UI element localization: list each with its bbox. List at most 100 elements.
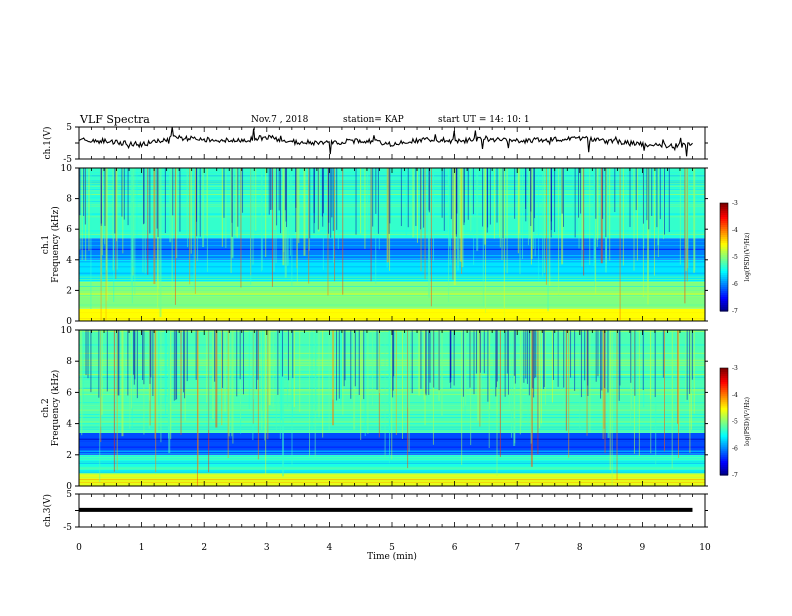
spectrogram-dropout [280,168,282,234]
spectrogram-burst [287,168,289,267]
colorbar-segment [720,269,728,272]
x-axis-label: Time (min) [367,551,417,562]
spectrogram-streak [79,200,705,202]
spectrogram-burst [235,168,237,237]
spectrogram-burst [391,330,393,460]
spectrogram-dropout [502,168,504,239]
spectrogram-burst [530,330,532,444]
spectrogram-burst [327,168,329,296]
colorbar-segment [720,397,728,401]
colorbar-segment [720,409,728,413]
spectrogram-burst [693,168,696,273]
spectrogram-dropout [236,330,238,397]
colorbar-segment [720,423,728,427]
spectrogram-dropout [476,330,478,374]
spectrogram-streak [79,282,705,283]
spectrogram-burst [322,330,324,438]
spectrogram-dropout [469,330,471,388]
spectrogram-dropout [580,168,582,214]
colorbar-segment [720,299,728,302]
spectrogram-streak [79,236,705,238]
spectrogram-streak [79,257,705,259]
spectrogram-burst [255,168,257,231]
colorbar-segment [720,457,728,460]
spectrogram-burst [273,168,275,272]
spectrogram-dropout [392,330,394,391]
spectrogram-burst [206,330,208,403]
y-axis-label: ch.1(V) [42,127,53,160]
spectrogram-burst [157,168,159,309]
spectrogram-dropout [453,330,455,386]
spectrogram-burst [586,330,588,436]
colorbar-segment [720,309,728,312]
spectrogram-burst [164,330,166,403]
colorbar-segment [720,447,728,450]
colorbar-segment [720,243,728,246]
spectrogram-burst [113,168,115,302]
colorbar-segment [720,265,728,268]
spectrogram-burst [130,168,133,287]
spectrogram-dropout [533,168,535,219]
colorbar-segment [720,411,728,415]
spectrogram-dropout [618,330,620,401]
spectrogram-dropout [411,330,413,394]
spectrogram-dropout [455,168,457,235]
spectrogram-burst [440,330,443,416]
colorbar-segment [720,289,728,292]
spectrogram-burst [342,168,344,295]
spectrogram-dropout [482,168,484,227]
spectrogram-burst [101,168,103,256]
spectrogram-streak [79,279,705,280]
spectrogram-burst [101,330,103,397]
spectrogram-burst [473,168,475,265]
colorbar-segment [720,419,728,423]
spectrogram-burst [622,168,624,266]
y-tick-label: 2 [66,286,72,296]
colorbar-segment [720,223,728,226]
spectrogram-band [79,259,705,282]
spectrogram-dropout [533,330,535,398]
spectrogram-burst [378,330,380,394]
spectrogram-dropout [456,168,458,214]
spectrogram-dropout [157,168,159,238]
spectrogram-burst [308,168,310,251]
spectrogram-dropout [578,168,580,218]
colorbar-segment [720,257,728,260]
spectrogram-burst [493,168,495,239]
spectrogram-streak [79,213,705,215]
spectrogram-burst [159,168,162,318]
spectrogram-burst [105,168,107,320]
spectrogram-dropout [149,330,151,384]
spectrogram-burst [160,330,162,443]
spectrogram-burst [289,168,291,256]
spectrogram-burst [551,330,553,403]
spectrogram-dropout [483,330,485,374]
spectrogram-dropout [506,330,508,374]
colorbar-segment [720,253,728,256]
spectrogram-streak [79,182,705,184]
spectrogram-burst [253,330,255,400]
spectrogram-dropout [331,168,333,218]
colorbar-segment [720,245,728,248]
spectrogram-streak [79,291,705,293]
spectrogram-dropout [646,168,648,221]
colorbar-label: log(PSD)(V²/Hz) [744,233,751,282]
spectrogram-burst [248,330,250,409]
spectrogram-burst [607,330,610,439]
spectrogram-dropout [214,330,216,382]
spectrogram-dropout [363,330,365,400]
spectrogram-burst [263,330,265,429]
spectrogram-burst [264,330,266,441]
colorbar-segment [720,449,728,452]
spectrogram-burst [520,330,523,418]
spectrogram-burst [611,330,613,486]
y-tick-label: 5 [66,490,72,500]
spectrogram-burst [337,168,339,250]
spectrogram-burst [136,168,138,238]
spectrogram-burst [156,330,158,432]
spectrogram-streak [79,293,705,295]
spectrogram-dropout [668,168,670,233]
spectrogram-dropout [133,330,135,375]
colorbar-segment [720,233,728,236]
spectrogram-burst [153,168,156,285]
